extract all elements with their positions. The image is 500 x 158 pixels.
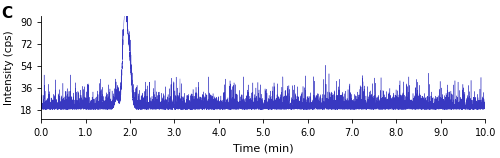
Text: C: C <box>2 6 13 21</box>
Y-axis label: Intensity (cps): Intensity (cps) <box>4 30 14 105</box>
X-axis label: Time (min): Time (min) <box>233 144 294 154</box>
